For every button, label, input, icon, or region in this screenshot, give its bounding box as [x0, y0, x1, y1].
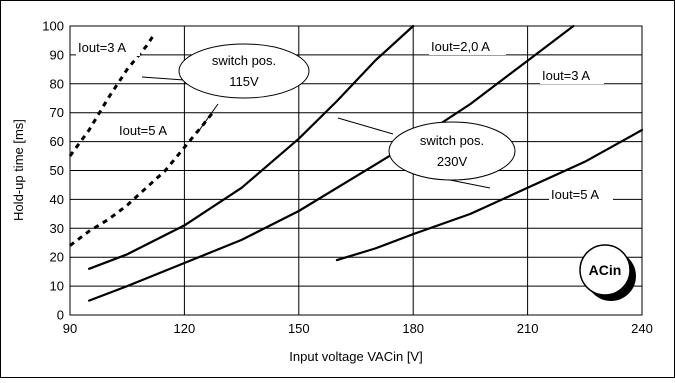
y-tick-label: 100 — [42, 19, 64, 34]
y-tick-label: 40 — [50, 192, 64, 207]
curve-labels: Iout=3 A Iout=5 A Iout=2,0 A Iout=3 A Io… — [76, 38, 613, 203]
x-tick-label: 90 — [63, 321, 77, 336]
y-tick-label: 90 — [50, 47, 64, 62]
callout-230v: switch pos. 230V — [388, 121, 516, 181]
label-i5-230: Iout=5 A — [551, 187, 599, 202]
y-tick-label: 30 — [50, 221, 64, 236]
series-line-3 — [88, 24, 415, 270]
leader-115-a — [141, 76, 185, 81]
y-tick-label: 10 — [50, 279, 64, 294]
label-i3-230: Iout=3 A — [542, 68, 590, 83]
callout-230v-line1: switch pos. — [420, 133, 484, 148]
y-tick-label: 70 — [50, 105, 64, 120]
label-bg-i3-115 — [76, 39, 140, 56]
label-bg-i5-115 — [117, 122, 181, 139]
y-tick-label: 0 — [57, 308, 64, 323]
callout-230v-ellipse — [388, 121, 516, 181]
callout-230v-line2: 230V — [437, 154, 468, 169]
acin-badge: ACin — [579, 244, 636, 301]
x-axis-title: Input voltage VACin [V] — [289, 349, 422, 364]
leader-115-b — [197, 103, 219, 133]
x-tick-label: 180 — [402, 321, 424, 336]
acin-badge-label: ACin — [589, 262, 622, 278]
y-axis-title: Hold-up time [ms] — [11, 119, 26, 221]
y-tick-label: 50 — [50, 163, 64, 178]
callout-115v-line1: switch pos. — [212, 53, 276, 68]
callout-115v-ellipse — [178, 43, 310, 99]
series-line-5 — [335, 128, 644, 262]
label-bg-i3-230 — [540, 67, 604, 84]
label-bg-i2-230 — [429, 38, 506, 55]
series-line-4 — [88, 24, 575, 302]
leader-230-a — [337, 117, 394, 135]
callout-115v: switch pos. 115V — [178, 43, 310, 99]
y-tick-label: 80 — [50, 76, 64, 91]
tick-labels: 0 10 20 30 40 50 60 70 80 90 100 90 120 150 180 210 240 — [42, 19, 653, 337]
series-line-2 — [69, 108, 217, 247]
x-tick-label: 150 — [288, 321, 310, 336]
callout-115v-line2: 115V — [229, 74, 259, 89]
y-tick-label: 20 — [50, 250, 64, 265]
plot-area-border — [69, 25, 643, 316]
series-group — [68, 24, 644, 302]
x-tick-label: 240 — [631, 321, 653, 336]
label-bg-i5-230 — [549, 186, 613, 203]
label-i5-115: Iout=5 A — [119, 123, 167, 138]
label-i3-115: Iout=3 A — [78, 40, 126, 55]
y-tick-label: 60 — [50, 134, 64, 149]
acin-badge-circle — [579, 244, 631, 296]
x-tick-label: 210 — [517, 321, 539, 336]
x-tick-label: 120 — [174, 321, 196, 336]
label-i2-230: Iout=2,0 A — [431, 39, 490, 54]
